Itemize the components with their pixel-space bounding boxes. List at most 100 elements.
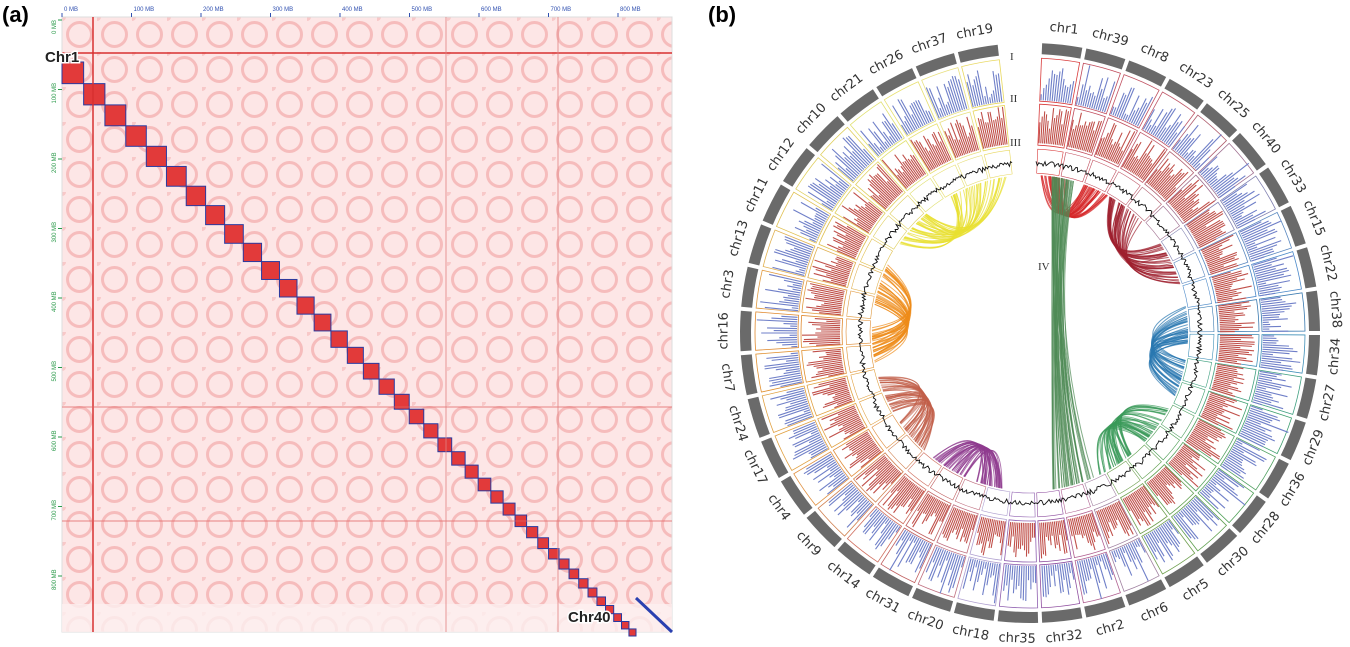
chromosome-band bbox=[953, 602, 996, 621]
density-bar bbox=[822, 396, 852, 409]
density-bar bbox=[925, 87, 940, 119]
density-bar bbox=[934, 500, 942, 514]
density-bar bbox=[867, 187, 889, 207]
circos-plot: chr1 chr39chr8chr23chr25chr40chr33chr15ch… bbox=[716, 20, 1344, 647]
density-bar bbox=[1057, 520, 1061, 535]
density-bar bbox=[902, 486, 919, 508]
density-bar bbox=[830, 279, 847, 285]
density-bar bbox=[1134, 144, 1155, 175]
x-tick-label: 100 MB bbox=[134, 7, 155, 13]
diagonal-block bbox=[378, 378, 395, 395]
density-bar bbox=[1102, 124, 1117, 158]
density-bar bbox=[1119, 547, 1133, 576]
sector-frame bbox=[871, 414, 906, 449]
density-bar bbox=[1227, 199, 1245, 211]
density-bar bbox=[792, 421, 816, 432]
density-bar bbox=[1003, 564, 1007, 591]
density-bar bbox=[1009, 522, 1013, 547]
density-bar bbox=[822, 386, 848, 395]
density-bar bbox=[833, 225, 864, 243]
density-bar bbox=[1045, 565, 1050, 595]
density-bar bbox=[1100, 123, 1116, 157]
density-bar bbox=[864, 512, 883, 535]
density-bar bbox=[864, 203, 881, 217]
density-bar bbox=[830, 465, 839, 472]
density-bar bbox=[1017, 522, 1021, 549]
density-bar bbox=[1104, 553, 1114, 576]
density-bar bbox=[836, 398, 853, 406]
density-bar bbox=[803, 225, 820, 234]
synteny-link bbox=[873, 303, 908, 358]
y-tick-label: 400 MB bbox=[52, 291, 58, 312]
density-bar bbox=[1198, 231, 1227, 247]
chromosome-band bbox=[1296, 247, 1317, 289]
density-bar bbox=[1253, 255, 1294, 268]
density-bar bbox=[1227, 456, 1243, 467]
sector-frame bbox=[1198, 390, 1249, 434]
y-tick-label: 700 MB bbox=[52, 500, 58, 521]
density-bar bbox=[837, 492, 862, 516]
density-bar bbox=[1188, 502, 1198, 512]
diagonal-block bbox=[104, 104, 127, 127]
density-bar bbox=[897, 535, 916, 568]
sector-frame bbox=[806, 375, 856, 417]
density-bar bbox=[1195, 425, 1218, 439]
synteny-link bbox=[917, 177, 1003, 232]
density-bar bbox=[911, 114, 920, 129]
density-bar bbox=[827, 388, 849, 396]
density-bar bbox=[849, 436, 871, 451]
density-bar bbox=[1068, 562, 1071, 574]
density-bar bbox=[955, 119, 969, 154]
density-bar bbox=[811, 370, 844, 379]
sector-frame bbox=[1173, 382, 1206, 415]
sector-frame bbox=[852, 452, 904, 503]
diagonal-block bbox=[393, 393, 410, 410]
density-bar bbox=[1194, 162, 1201, 169]
density-bar bbox=[841, 432, 869, 451]
chromosome-label: chr18 bbox=[951, 622, 990, 644]
density-bar bbox=[1131, 140, 1153, 173]
density-bar bbox=[1190, 210, 1223, 232]
density-bar bbox=[1232, 446, 1244, 454]
density-bar bbox=[1191, 213, 1224, 234]
density-bar bbox=[980, 118, 988, 148]
density-bar bbox=[1153, 164, 1176, 190]
density-bar bbox=[774, 259, 807, 270]
density-bar bbox=[1100, 554, 1107, 570]
diagonal-block bbox=[568, 568, 580, 580]
sector-frame bbox=[961, 59, 1005, 109]
density-bar bbox=[880, 523, 897, 547]
density-bar bbox=[1094, 556, 1098, 566]
density-bar bbox=[947, 128, 960, 157]
density-bar bbox=[957, 79, 968, 109]
density-bar bbox=[1246, 242, 1256, 247]
diagonal-block bbox=[125, 125, 147, 147]
density-bar bbox=[1214, 474, 1235, 491]
density-bar bbox=[816, 305, 842, 310]
density-bar bbox=[1215, 472, 1225, 480]
synteny-link bbox=[903, 183, 979, 244]
density-bar bbox=[975, 76, 983, 106]
density-bar bbox=[848, 207, 875, 226]
density-bar bbox=[1151, 531, 1160, 544]
density-bar bbox=[826, 274, 848, 282]
density-bar bbox=[777, 405, 809, 417]
density-bar bbox=[791, 307, 799, 309]
density-bar bbox=[835, 162, 856, 180]
density-bar bbox=[1124, 497, 1142, 526]
density-bar bbox=[1101, 96, 1108, 112]
density-bar bbox=[1043, 565, 1047, 598]
density-bar bbox=[882, 477, 908, 506]
diagonal-block bbox=[205, 205, 226, 226]
density-bar bbox=[1023, 522, 1026, 551]
density-bar bbox=[844, 486, 856, 496]
density-bar bbox=[1204, 244, 1233, 258]
density-bar bbox=[910, 103, 924, 127]
density-bar bbox=[786, 394, 806, 401]
chromosome-label: chr13 bbox=[726, 218, 752, 258]
sector-frame bbox=[1074, 551, 1121, 604]
density-bar bbox=[887, 479, 910, 507]
density-bar bbox=[919, 540, 926, 553]
density-bar bbox=[951, 75, 963, 111]
density-bar bbox=[1192, 225, 1207, 236]
